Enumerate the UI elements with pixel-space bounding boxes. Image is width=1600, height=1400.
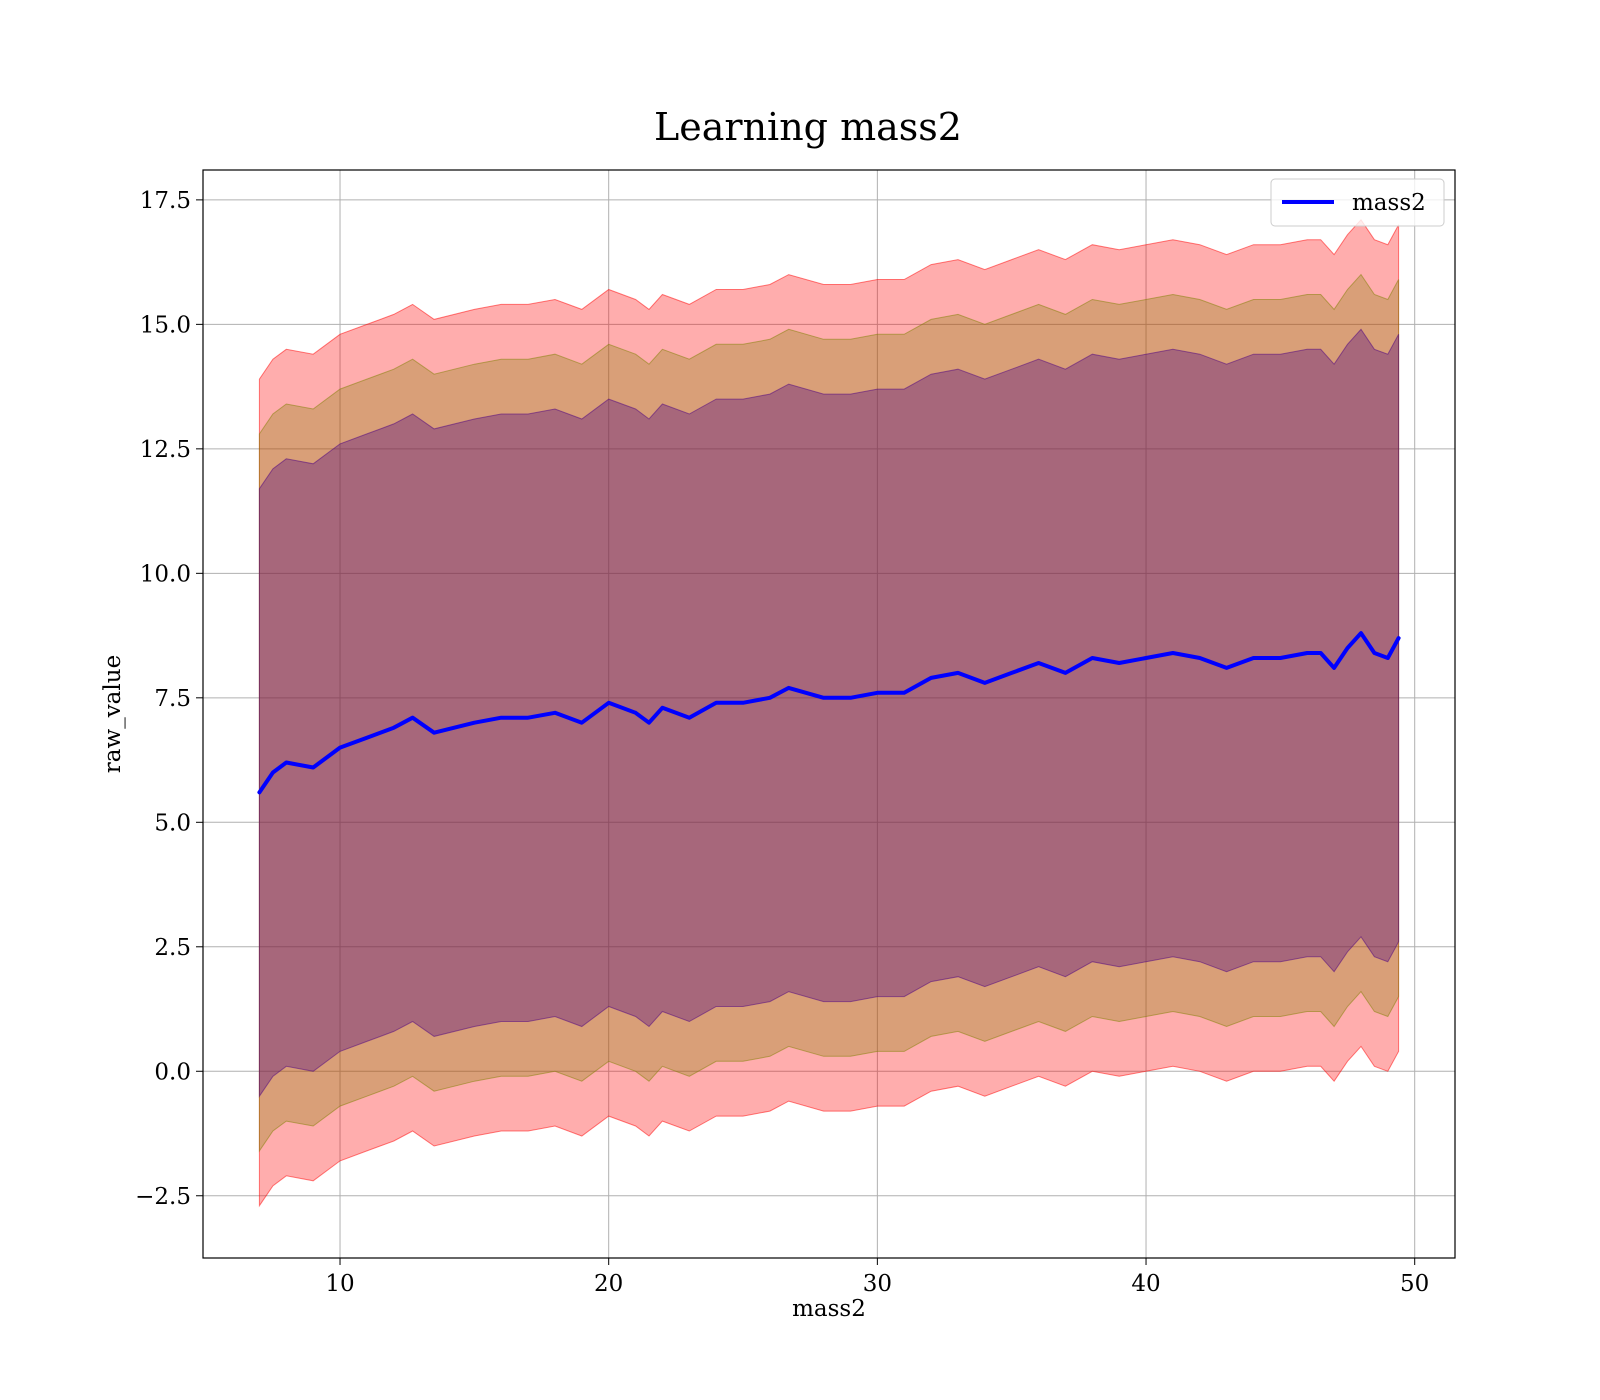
- y-tick-label: 7.5: [154, 686, 191, 712]
- series-lines: [257, 631, 1401, 795]
- bands: [258, 218, 1400, 1208]
- plot-frame: [202, 169, 1456, 1259]
- confidence-band: [258, 273, 1400, 1153]
- y-tick-label: 17.5: [140, 188, 191, 214]
- x-tick-label: 10: [325, 1271, 354, 1297]
- legend: mass2: [1270, 178, 1445, 227]
- confidence-band: [258, 218, 1400, 1208]
- legend-label: mass2: [1352, 190, 1426, 216]
- x-tick-label: 20: [594, 1271, 623, 1297]
- legend-box: [1270, 178, 1445, 227]
- confidence-band: [258, 328, 1400, 1098]
- y-tick-label: 15.0: [140, 312, 191, 338]
- y-tick-label: 0.0: [154, 1059, 191, 1085]
- x-tick-label: 40: [1131, 1271, 1160, 1297]
- x-axis-label: mass2: [792, 1296, 866, 1322]
- y-tick-label: −2.5: [135, 1184, 191, 1210]
- chart-title: Learning mass2: [654, 105, 962, 149]
- x-tick-label: 30: [863, 1271, 892, 1297]
- series-line: [257, 631, 1401, 795]
- y-axis-ticks: −2.5 0.0 2.5 5.0 7.5 10.0 12.5 15.0 17.5: [135, 188, 203, 1210]
- grid: [203, 170, 1455, 1258]
- y-tick-label: 5.0: [154, 810, 191, 836]
- x-tick-label: 50: [1400, 1271, 1429, 1297]
- x-axis-ticks: 10 20 30 40 50: [325, 1258, 1429, 1297]
- y-axis-label: raw_value: [100, 655, 126, 773]
- y-tick-label: 12.5: [140, 437, 191, 463]
- y-tick-label: 2.5: [154, 935, 191, 961]
- y-tick-label: 10.0: [140, 561, 191, 587]
